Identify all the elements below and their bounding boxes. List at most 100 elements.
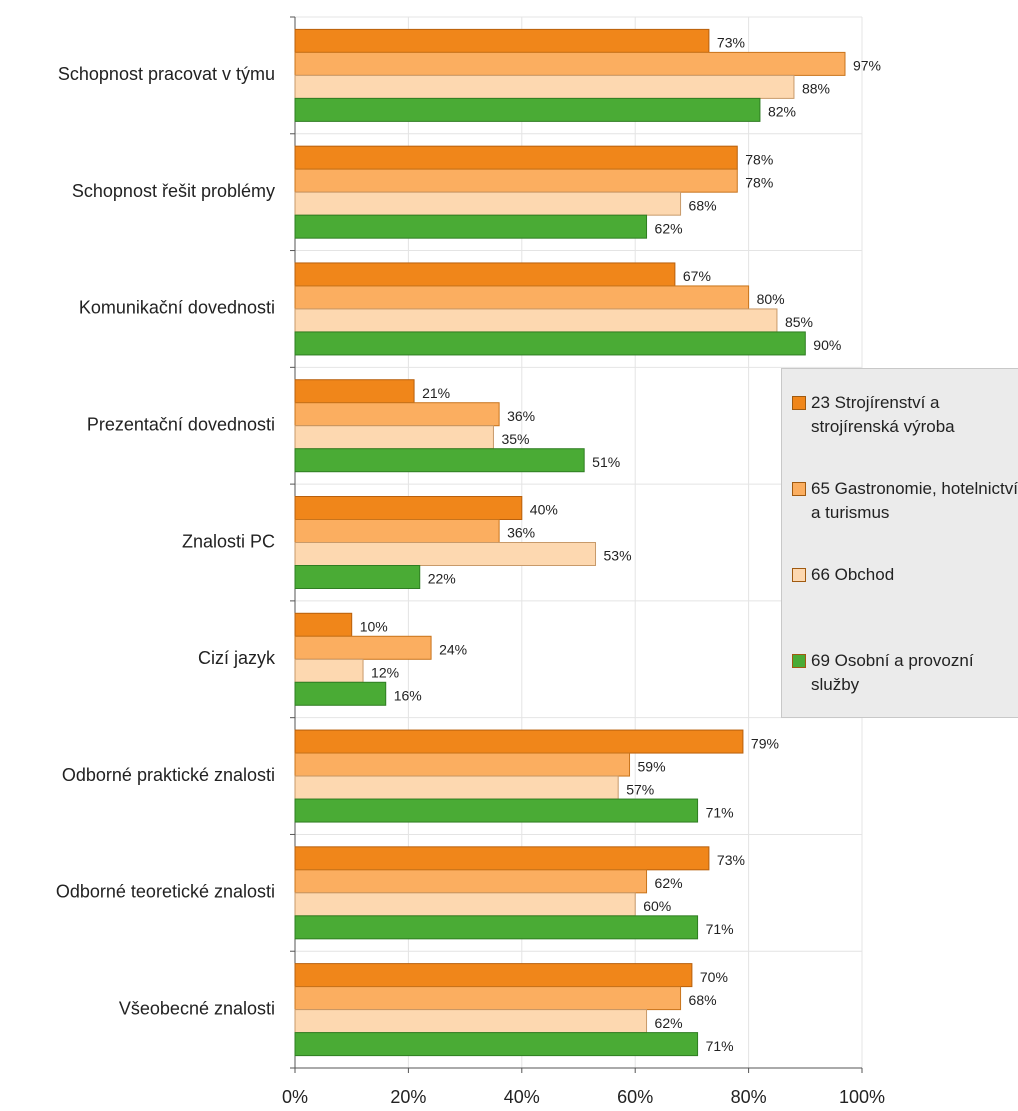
bar <box>294 97 761 122</box>
value-label: 62% <box>655 875 683 891</box>
value-label: 79% <box>751 735 779 751</box>
value-label: 68% <box>689 992 717 1008</box>
category-label: Schopnost řešit problémy <box>72 181 275 201</box>
category-label: Prezentační dovednosti <box>87 414 275 434</box>
value-label: 97% <box>853 58 881 74</box>
value-label: 73% <box>717 35 745 51</box>
value-label: 51% <box>592 454 620 470</box>
legend-item: 66 Obchod <box>792 563 1018 587</box>
bar <box>294 915 699 940</box>
bar <box>294 612 353 637</box>
value-label: 36% <box>507 525 535 541</box>
category-label: Znalosti PC <box>182 531 275 551</box>
bar <box>294 425 494 450</box>
bar <box>294 448 585 473</box>
bar <box>294 635 432 660</box>
legend-swatch <box>792 654 806 668</box>
value-label: 62% <box>655 220 683 236</box>
bar <box>294 28 710 53</box>
bar <box>294 214 648 239</box>
bar <box>294 869 648 894</box>
category-label: Odborné teoretické znalosti <box>56 882 275 902</box>
bar <box>294 681 387 706</box>
bar <box>294 986 682 1011</box>
bar <box>294 379 415 404</box>
bar <box>294 285 750 310</box>
value-label: 71% <box>706 921 734 937</box>
legend-label: 69 Osobní a provozní služby <box>811 651 974 694</box>
bar <box>294 496 523 520</box>
x-tick-label: 20% <box>390 1087 426 1107</box>
value-label: 16% <box>394 687 422 703</box>
category-label: Odborné praktické znalosti <box>62 765 275 785</box>
value-label: 71% <box>706 1038 734 1054</box>
category-label: Všeobecné znalosti <box>119 998 275 1018</box>
bar <box>294 729 744 754</box>
bar <box>294 308 778 333</box>
category-label: Komunikační dovednosti <box>79 298 275 318</box>
bar <box>294 542 597 566</box>
bar <box>294 191 682 216</box>
value-label: 22% <box>428 571 456 587</box>
bar <box>294 565 421 589</box>
bar <box>294 51 846 76</box>
bar <box>294 658 364 683</box>
value-label: 71% <box>706 804 734 820</box>
value-label: 88% <box>802 81 830 97</box>
value-label: 57% <box>626 781 654 797</box>
bar <box>294 145 738 170</box>
bar <box>294 402 500 427</box>
legend-item: 65 Gastronomie, hotelnictví a turismus <box>792 477 1018 525</box>
bar <box>294 963 693 988</box>
bar <box>294 262 676 287</box>
legend-label: 65 Gastronomie, hotelnictví a turismus <box>811 479 1018 522</box>
x-tick-label: 40% <box>504 1087 540 1107</box>
value-label: 12% <box>371 664 399 680</box>
value-label: 82% <box>768 104 796 120</box>
bar <box>294 892 636 917</box>
value-label: 73% <box>717 852 745 868</box>
value-label: 85% <box>785 314 813 330</box>
value-label: 90% <box>813 337 841 353</box>
value-label: 35% <box>501 431 529 447</box>
bar <box>294 331 806 356</box>
bar <box>294 752 631 777</box>
value-label: 68% <box>689 197 717 213</box>
value-label: 60% <box>643 898 671 914</box>
value-label: 62% <box>655 1015 683 1031</box>
bar <box>294 1009 648 1034</box>
category-label: Schopnost pracovat v týmu <box>58 64 275 84</box>
bar <box>294 74 795 99</box>
legend-swatch <box>792 482 806 496</box>
x-tick-label: 100% <box>839 1087 885 1107</box>
value-label: 24% <box>439 641 467 657</box>
value-label: 67% <box>683 268 711 284</box>
category-label: Cizí jazyk <box>198 648 276 668</box>
legend-item: 69 Osobní a provozní služby <box>792 649 1018 697</box>
value-label: 59% <box>638 758 666 774</box>
bar <box>294 775 619 800</box>
value-label: 10% <box>360 618 388 634</box>
value-label: 78% <box>745 174 773 190</box>
legend-item: 23 Strojírenství a strojírenská výroba <box>792 391 1018 439</box>
x-tick-label: 60% <box>617 1087 653 1107</box>
value-label: 40% <box>530 502 558 518</box>
legend-label: 66 Obchod <box>811 565 895 584</box>
bar <box>294 846 710 871</box>
value-label: 78% <box>745 151 773 167</box>
value-label: 36% <box>507 408 535 424</box>
legend: 23 Strojírenství a strojírenská výroba 65… <box>781 368 1018 718</box>
bar <box>294 798 699 823</box>
legend-swatch <box>792 568 806 582</box>
legend-label: 23 Strojírenství a strojírenská výroba <box>811 393 955 436</box>
x-tick-label: 80% <box>731 1087 767 1107</box>
bar <box>294 519 500 543</box>
value-label: 21% <box>422 385 450 401</box>
value-label: 53% <box>604 548 632 564</box>
bar <box>294 168 738 193</box>
x-tick-label: 0% <box>282 1087 308 1107</box>
bar <box>294 1032 699 1057</box>
value-label: 70% <box>700 969 728 985</box>
